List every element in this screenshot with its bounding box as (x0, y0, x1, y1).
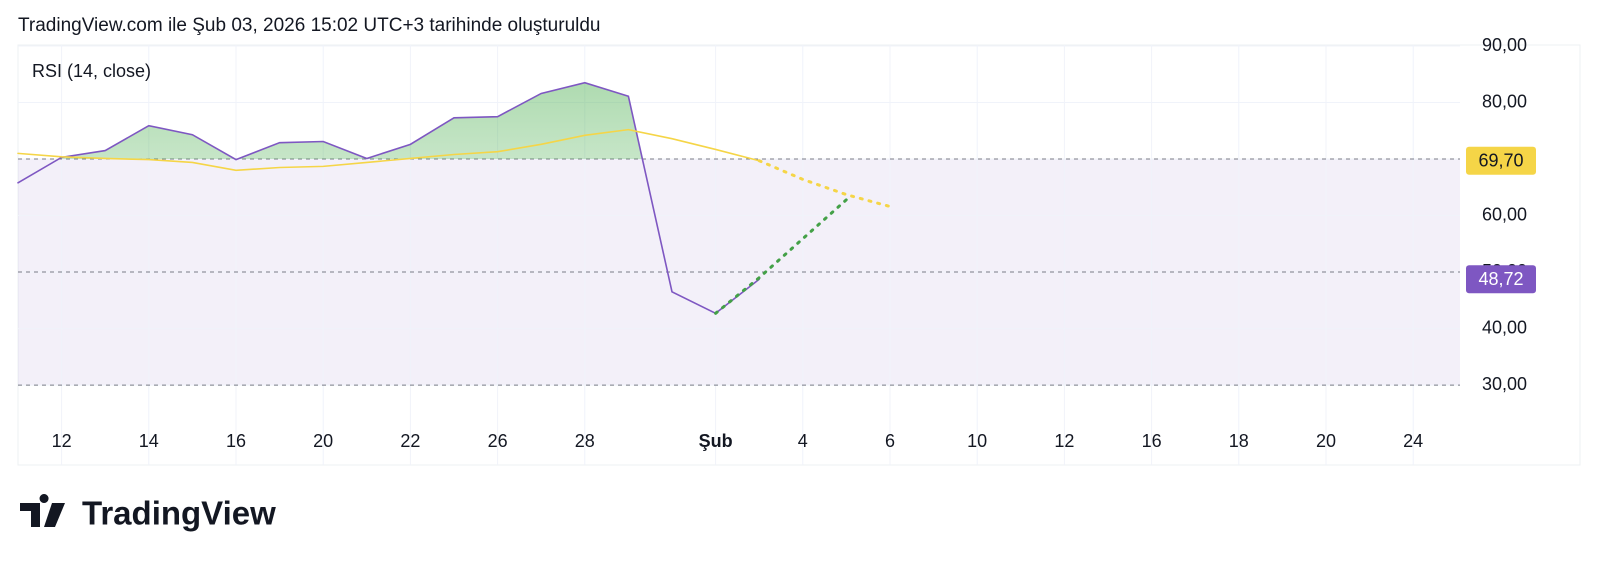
x-tick-label: 18 (1229, 431, 1249, 451)
chart-frame (17, 44, 1581, 466)
x-tick-label: 16 (1142, 431, 1162, 451)
price-badge-label: 48,72 (1478, 269, 1523, 289)
x-tick-label: 14 (139, 431, 159, 451)
series-line (17, 128, 760, 172)
overbought-fill (18, 82, 760, 160)
series-line (17, 81, 760, 315)
forecast-line (714, 198, 848, 315)
x-tick-label: 28 (575, 431, 595, 451)
price-badge (1466, 146, 1536, 175)
x-tick-label: 22 (400, 431, 420, 451)
price-badge (1466, 265, 1536, 294)
x-tick-label: 26 (488, 431, 508, 451)
price-badge-label: 69,70 (1478, 150, 1523, 170)
x-tick-label: 12 (52, 431, 72, 451)
x-tick-label: 24 (1403, 431, 1423, 451)
y-tick-label: 30,00 (1482, 374, 1527, 394)
forecast-line (757, 159, 892, 209)
y-tick-label: 90,00 (1482, 35, 1527, 55)
logo-icon (20, 494, 65, 527)
x-tick-label: 10 (967, 431, 987, 451)
y-tick-label: 60,00 (1482, 204, 1527, 224)
x-tick-label: Şub (699, 431, 733, 451)
brand: TradingView (82, 495, 276, 532)
x-tick-label: 4 (798, 431, 808, 451)
header: TradingView.com ile Şub 03, 2026 15:02 U… (18, 15, 601, 36)
x-tick-label: 12 (1054, 431, 1074, 451)
x-tick-label: 6 (885, 431, 895, 451)
y-tick-label: 80,00 (1482, 91, 1527, 111)
x-tick-label: 20 (313, 431, 333, 451)
logo: TradingView (20, 494, 276, 532)
x-tick-label: 16 (226, 431, 246, 451)
indicator-title: RSI (14, close) (32, 61, 151, 81)
y-tick-label: 40,00 (1482, 317, 1527, 337)
x-tick-label: 20 (1316, 431, 1336, 451)
